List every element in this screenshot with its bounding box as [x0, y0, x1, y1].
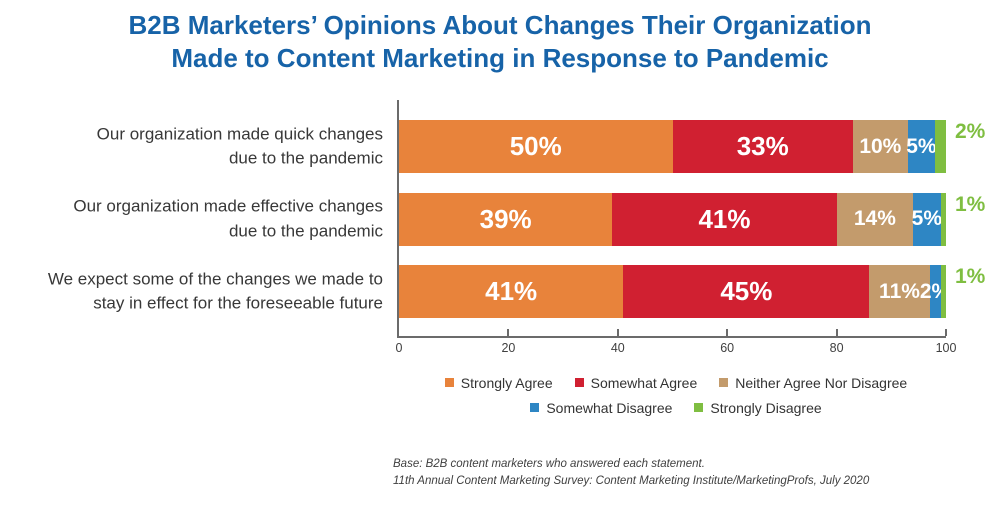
legend-label: Strongly Disagree	[710, 399, 822, 416]
bar-segment-somewhat-disagree: 5%	[911, 192, 943, 246]
legend-label: Strongly Agree	[460, 374, 553, 391]
category-label: Our organization made effective changes d…	[3, 194, 383, 243]
value-label: 50%	[509, 131, 562, 161]
bar-segment-somewhat-disagree: 5%	[906, 120, 937, 173]
bar-segment-strongly-agree: 39%	[399, 192, 613, 246]
bar-segment-somewhat-disagree: 2%	[920, 265, 950, 318]
category-label-line: Our organization made quick changes	[96, 123, 383, 143]
legend-item-strongly-disagree: Strongly Disagree	[694, 399, 822, 416]
legend: Strongly Agree Somewhat Agree Neither Agre…	[370, 374, 982, 424]
bar-row: 41% 45% 11% 2% 1%	[399, 265, 985, 318]
legend-item-neither-agree-nor-disagree: Neither Agree Nor Disagree	[719, 375, 907, 391]
value-label: 33%	[736, 131, 789, 161]
category-label-line: stay in effect for the foreseeable futur…	[93, 293, 383, 313]
value-label: 11%	[879, 279, 920, 303]
legend-swatch-icon	[719, 378, 729, 387]
x-axis-tick-label: 20	[501, 341, 516, 355]
bar-segment-neither-agree-nor-disagree: 14%	[836, 192, 914, 246]
bar-segment-strongly-agree: 50%	[399, 120, 673, 173]
bar-segment-neither-agree-nor-disagree: 10%	[853, 120, 908, 173]
x-axis-tick-label: 100	[935, 341, 957, 355]
bar-segment-strongly-disagree	[940, 192, 946, 246]
legend-label: Neither Agree Nor Disagree	[735, 374, 908, 391]
x-axis-tick-label: 80	[829, 341, 844, 355]
legend-swatch-icon	[574, 378, 584, 387]
value-label: 14%	[853, 207, 896, 230]
legend-swatch-icon	[444, 378, 454, 387]
legend-item-strongly-agree: Strongly Agree	[444, 374, 553, 391]
value-label: 5%	[906, 134, 937, 158]
bar-segment-neither-agree-nor-disagree: 11%	[869, 265, 930, 318]
legend-row: Strongly Agree Somewhat Agree Neither Agre…	[370, 374, 982, 392]
category-label-line: due to the pandemic	[228, 221, 383, 240]
bar-segment-strongly-disagree	[940, 265, 946, 318]
x-axis-tick	[726, 329, 729, 336]
x-axis-tick-label: 60	[720, 341, 735, 355]
x-axis-tick	[945, 329, 947, 336]
x-axis-tick	[835, 329, 838, 336]
value-label: 41%	[485, 276, 538, 306]
chart-title: B2B Marketers’ Opinions About Changes Th…	[0, 9, 1000, 76]
bar-row: 50% 33% 10% 5% 2%	[399, 120, 985, 173]
source-note-line2: 11th Annual Content Marketing Survey: Co…	[393, 475, 870, 488]
legend-swatch-icon	[530, 403, 540, 412]
value-label: 41%	[698, 203, 751, 234]
legend-swatch-icon	[694, 403, 704, 412]
bar-segment-strongly-disagree	[935, 120, 946, 173]
outside-value-label: 2%	[955, 120, 986, 143]
source-note-line1: Base: B2B content marketers who answered…	[393, 458, 705, 470]
plot-area: 50% 33% 10% 5% 2% 39% 41% 14% 5% 1% 41% 45% 11% 2% 1% 0…	[396, 100, 985, 355]
category-label-line: We expect some of the changes we made to	[47, 268, 383, 288]
value-label: 5%	[911, 207, 943, 230]
source-note: Base: B2B content marketers who answered…	[393, 456, 869, 491]
value-label: 10%	[859, 134, 902, 158]
category-label-line: Our organization made effective changes	[73, 196, 383, 216]
bar-segment-strongly-agree: 41%	[399, 265, 624, 318]
bar-segment-somewhat-agree: 45%	[623, 265, 870, 318]
legend-item-somewhat-disagree: Somewhat Disagree	[530, 400, 672, 416]
outside-value-label: 1%	[955, 265, 986, 288]
x-axis-tick-label: 0	[395, 341, 403, 355]
value-label: 45%	[720, 276, 773, 306]
outside-value-label: 1%	[955, 192, 986, 216]
x-axis-tick-label: 40	[610, 341, 625, 355]
legend-label: Somewhat Disagree	[546, 399, 673, 416]
x-axis-tick	[616, 329, 619, 336]
category-label: We expect some of the changes we made to…	[3, 267, 383, 316]
bar-segment-somewhat-agree: 33%	[672, 120, 853, 173]
legend-row: Somewhat Disagree Strongly Disagree	[370, 399, 982, 417]
x-axis-tick	[507, 329, 510, 336]
value-label: 39%	[479, 203, 532, 234]
legend-item-somewhat-agree: Somewhat Agree	[574, 374, 698, 391]
bar-segment-somewhat-agree: 41%	[612, 192, 837, 246]
legend-label: Somewhat Agree	[590, 374, 698, 391]
category-label: Our organization made quick changes due t…	[3, 122, 383, 171]
category-label-line: due to the pandemic	[228, 148, 383, 168]
chart-title-line1: B2B Marketers’ Opinions About Changes Th…	[128, 10, 872, 40]
chart-title-line2: Made to Content Marketing in Response to…	[171, 43, 829, 74]
bar-row: 39% 41% 14% 5% 1%	[399, 192, 985, 246]
